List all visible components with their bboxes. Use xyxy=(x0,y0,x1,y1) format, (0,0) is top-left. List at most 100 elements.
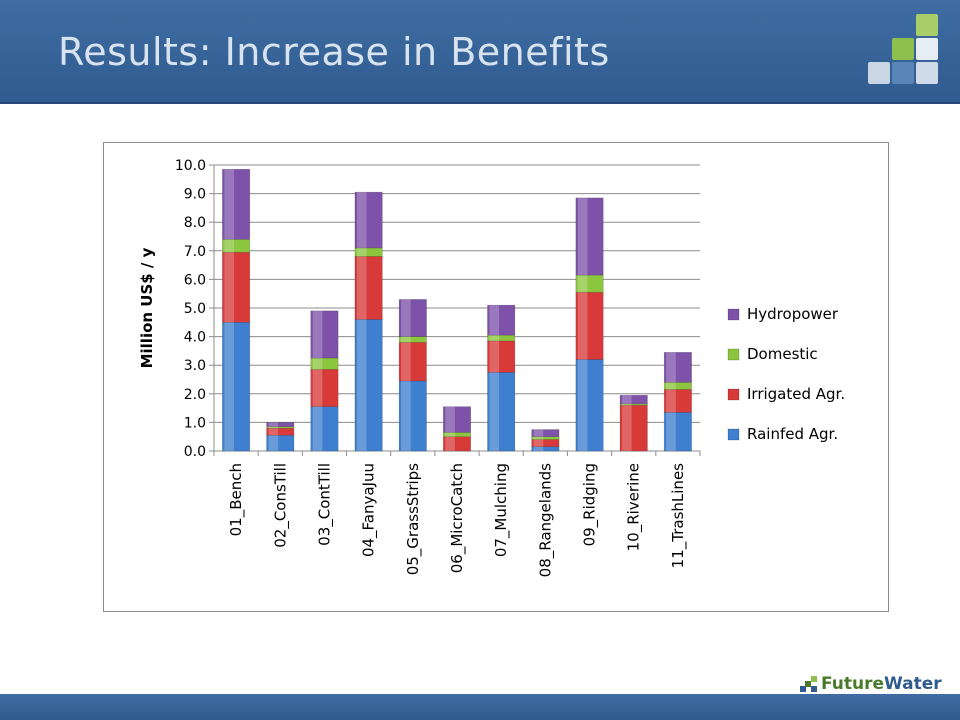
footer-bar xyxy=(0,694,960,720)
bar-segment-highlight xyxy=(224,322,234,451)
bar-segment xyxy=(663,352,692,383)
legend-swatch xyxy=(727,348,740,361)
bar-segment xyxy=(531,429,560,437)
bar-segment xyxy=(619,394,648,405)
x-tick-label: 07_Mulching xyxy=(492,463,511,557)
bar-segment-highlight xyxy=(356,256,367,320)
bar-segment-highlight xyxy=(312,369,323,407)
bar-segment-highlight xyxy=(401,299,411,337)
bar-segment-highlight xyxy=(224,239,234,253)
futurewater-mark-icon xyxy=(800,676,817,692)
bar-segment-highlight xyxy=(533,436,544,440)
bar-segment-highlight xyxy=(489,305,500,336)
y-tick-label: 7.0 xyxy=(184,244,206,260)
bar-segment-highlight xyxy=(622,405,632,451)
bar-segment-highlight xyxy=(401,336,411,343)
bar-segment xyxy=(487,304,516,336)
y-tick-label: 6.0 xyxy=(184,272,206,288)
bar-segment-highlight xyxy=(312,310,323,359)
bar-segment-highlight xyxy=(268,422,279,427)
bar-segment xyxy=(443,406,471,433)
x-tick-label: 06_MicroCatch xyxy=(448,463,467,573)
bar-segment xyxy=(222,168,251,240)
bar-segment xyxy=(222,251,251,323)
logo-squares-icon xyxy=(868,14,938,84)
y-tick-label: 10.0 xyxy=(175,158,206,174)
bar-segment xyxy=(354,319,383,452)
legend-swatch xyxy=(727,428,740,441)
bar-segment-highlight xyxy=(445,432,455,437)
legend-label: Irrigated Agr. xyxy=(747,385,845,403)
bar-segment xyxy=(487,340,516,373)
bar-segment xyxy=(619,404,648,452)
bar-segment-highlight xyxy=(489,372,500,451)
bar-segment-highlight xyxy=(224,252,234,323)
bar-segment-highlight xyxy=(445,436,455,451)
x-tick-label: 01_Bench xyxy=(227,463,246,536)
legend-label: Hydropower xyxy=(747,305,839,323)
bar-segment-highlight xyxy=(489,340,500,373)
y-tick-label: 2.0 xyxy=(184,387,206,403)
bar-segment xyxy=(310,369,339,407)
chart-frame: 0.0 1.0 2.0 3.0 4.0 5.0 6.0 7.0 8.0 9.0 10.0 Millio… xyxy=(103,142,889,612)
bar-segment-highlight xyxy=(666,352,676,383)
x-tick-label: 02_ConsTill xyxy=(271,463,290,548)
legend-swatch xyxy=(727,308,740,321)
y-tick-label: 8.0 xyxy=(184,215,206,231)
bar-segment-highlight xyxy=(268,426,279,429)
y-tick-label: 4.0 xyxy=(184,330,206,346)
bar-segment-highlight xyxy=(577,197,588,276)
x-tick-label: 10_Riverine xyxy=(625,463,644,551)
futurewater-logo: FutureWater xyxy=(800,674,942,694)
bar-segment-highlight xyxy=(356,319,367,451)
x-tick-label: 11_TrashLines xyxy=(669,463,688,568)
bar-segment-highlight xyxy=(577,275,588,293)
bar-segment-highlight xyxy=(356,192,367,248)
bar-segment-highlight xyxy=(666,382,676,390)
bar-segment-highlight xyxy=(401,342,411,381)
legend-label: Rainfed Agr. xyxy=(747,425,838,443)
bar-segment-highlight xyxy=(489,335,500,341)
bar-segment xyxy=(487,372,516,452)
bar-segment-highlight xyxy=(401,380,411,451)
bar-segment-highlight xyxy=(224,169,234,240)
bar-segment xyxy=(575,291,604,360)
brand-suffix: Water xyxy=(884,674,942,694)
bar-segment-highlight xyxy=(622,395,632,404)
bar-segment xyxy=(266,422,295,427)
bar-segment-highlight xyxy=(577,292,588,360)
bar-segment-highlight xyxy=(622,403,632,406)
slide-title: Results: Increase in Benefits xyxy=(58,30,610,74)
bar-segment-highlight xyxy=(533,429,544,437)
x-tick-label: 03_ContTill xyxy=(315,463,334,546)
y-tick-label: 3.0 xyxy=(184,358,206,374)
bar-segment-highlight xyxy=(268,428,279,436)
bar-segment-highlight xyxy=(312,406,323,451)
bar-segment-highlight xyxy=(533,439,544,447)
y-tick-label: 9.0 xyxy=(184,187,206,203)
stacked-bar-chart: 0.0 1.0 2.0 3.0 4.0 5.0 6.0 7.0 8.0 9.0 10.0 Millio… xyxy=(138,158,845,578)
y-tick-label: 0.0 xyxy=(184,444,206,460)
legend-swatch xyxy=(727,388,740,401)
bar-segment-highlight xyxy=(268,435,279,451)
legend-label: Domestic xyxy=(747,345,818,363)
y-tick-label: 5.0 xyxy=(184,301,206,317)
bar-segment-highlight xyxy=(666,389,676,413)
bar-segment xyxy=(398,299,427,337)
header-bar: Results: Increase in Benefits xyxy=(0,0,960,104)
bar-segment xyxy=(354,191,383,249)
bar-segment xyxy=(222,322,251,452)
bar-segment xyxy=(575,197,604,276)
y-tick-label: 1.0 xyxy=(184,415,206,431)
x-tick-label: 05_GrassStrips xyxy=(404,463,423,575)
bar-segment xyxy=(531,436,560,440)
y-axis-label: Million US$ / y xyxy=(138,247,156,368)
x-tick-label: 08_Rangelands xyxy=(536,463,555,578)
bar-segment xyxy=(354,256,383,320)
bar-segment xyxy=(398,342,427,382)
x-tick-label: 04_FanyaJuu xyxy=(360,463,379,557)
bar-segment-highlight xyxy=(577,359,588,451)
bar-segment-highlight xyxy=(312,358,323,370)
bar-segment-highlight xyxy=(445,406,455,433)
bar-segment xyxy=(310,310,339,359)
